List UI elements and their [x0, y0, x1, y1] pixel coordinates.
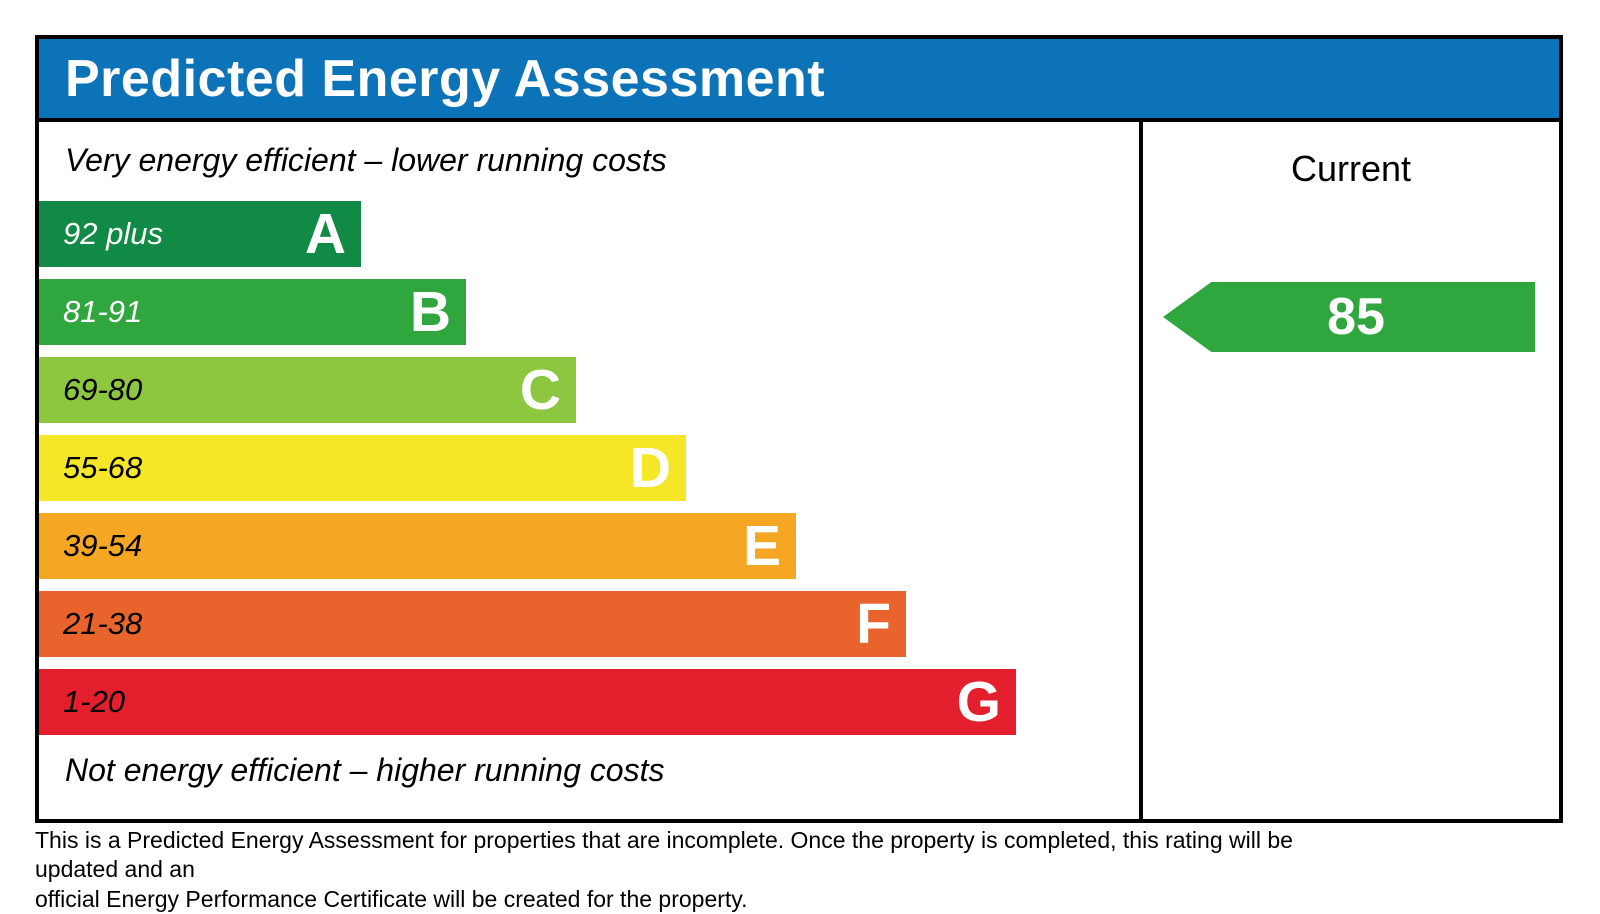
- band-row-e: 39-54 E: [39, 513, 1139, 579]
- band-bar-d: 55-68 D: [39, 435, 686, 501]
- band-bar-a: 92 plus A: [39, 201, 361, 267]
- band-row-d: 55-68 D: [39, 435, 1139, 501]
- top-caption: Very energy efficient – lower running co…: [65, 142, 667, 178]
- band-bar-b: 81-91 B: [39, 279, 466, 345]
- band-row-a: 92 plus A: [39, 201, 1139, 267]
- band-range-label: 92 plus: [63, 216, 163, 251]
- band-range-label: 1-20: [63, 684, 126, 719]
- footnote-line-2: official Energy Performance Certificate …: [35, 885, 748, 912]
- current-rating-value: 85: [1327, 288, 1385, 346]
- chart-body: Very energy efficient – lower running co…: [39, 122, 1559, 819]
- band-row-c: 69-80 C: [39, 357, 1139, 423]
- band-range-label: 69-80: [63, 372, 143, 407]
- band-range-label: 39-54: [63, 528, 143, 563]
- band-letter: D: [629, 435, 671, 500]
- band-range-label: 55-68: [63, 450, 143, 485]
- band-letter: F: [856, 591, 891, 656]
- current-panel: Current 85: [1143, 122, 1559, 819]
- page-title: Predicted Energy Assessment: [65, 49, 826, 108]
- band-row-g: 1-20 G: [39, 669, 1139, 735]
- band-letter: C: [519, 357, 561, 422]
- band-bar-e: 39-54 E: [39, 513, 796, 579]
- band-range-label: 21-38: [63, 606, 143, 641]
- bands-panel: Very energy efficient – lower running co…: [39, 122, 1139, 819]
- current-rating-arrow: 85: [1163, 282, 1535, 352]
- footnote-line-1: This is a Predicted Energy Assessment fo…: [35, 827, 1293, 883]
- current-column-header: Current: [1290, 148, 1412, 189]
- panel-divider: [1139, 122, 1143, 819]
- band-range-label: 81-91: [63, 294, 143, 329]
- band-row-b: 81-91 B: [39, 279, 1139, 345]
- band-letter: B: [409, 279, 451, 344]
- chart-header: Predicted Energy Assessment: [39, 39, 1559, 122]
- epc-chart-frame: Predicted Energy Assessment Very energy …: [35, 35, 1563, 823]
- bottom-caption: Not energy efficient – higher running co…: [65, 752, 665, 788]
- band-letter: E: [742, 513, 781, 578]
- band-letter: A: [304, 201, 346, 266]
- band-bar-f: 21-38 F: [39, 591, 906, 657]
- band-bar-c: 69-80 C: [39, 357, 576, 423]
- band-letter: G: [956, 669, 1001, 734]
- band-bar-g: 1-20 G: [39, 669, 1016, 735]
- footnote: This is a Predicted Energy Assessment fo…: [35, 826, 1295, 914]
- band-row-f: 21-38 F: [39, 591, 1139, 657]
